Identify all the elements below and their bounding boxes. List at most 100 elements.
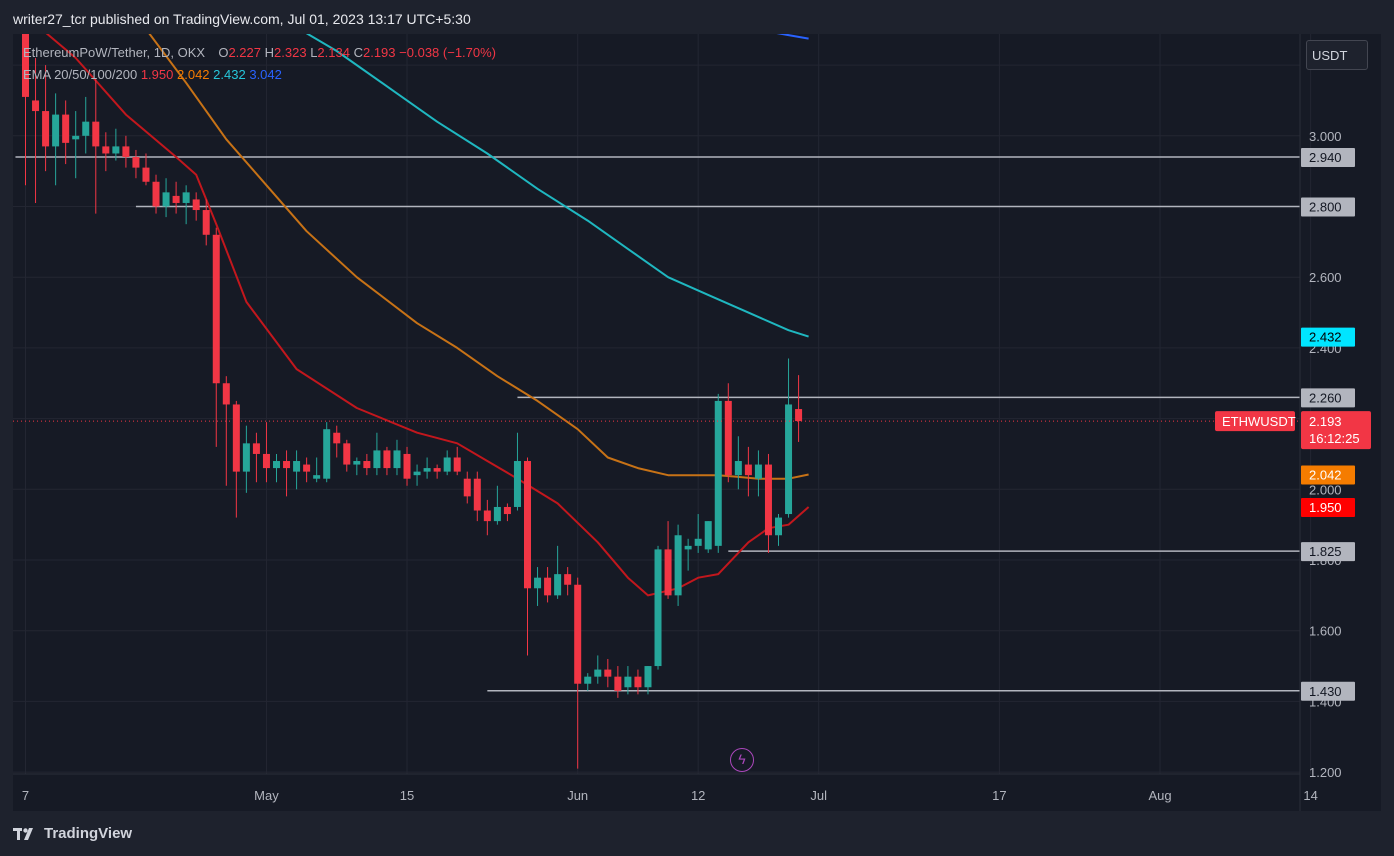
ema-badge-bg: [1301, 497, 1355, 517]
level-badge-bg: [1301, 148, 1355, 168]
candle-body: [192, 199, 200, 211]
time-tick-label: 7: [22, 788, 29, 803]
candle-body: [754, 464, 762, 479]
candle-body: [353, 461, 361, 465]
symbol-badge-bg: [1215, 411, 1295, 432]
symbol-label[interactable]: EthereumPoW/Tether, 1D, OKX: [23, 45, 206, 60]
level-badge-bg: [1301, 388, 1355, 408]
candle-body: [393, 450, 401, 469]
price-tick-label: 2.000: [1309, 482, 1342, 497]
candle-body: [694, 538, 702, 546]
price-tick-label: 3.000: [1309, 129, 1342, 144]
candle-body: [684, 545, 692, 550]
low-label: L: [310, 45, 318, 60]
candle-body: [493, 506, 501, 522]
ema-legend[interactable]: EMA 20/50/100/200 1.950 2.042 2.432 3.04…: [23, 67, 282, 82]
currency-selector[interactable]: USDT: [1306, 40, 1368, 70]
close-value: 2.193: [362, 45, 396, 60]
price-chart[interactable]: 1.2001.4001.6001.8002.0002.4002.6003.000…: [13, 34, 1381, 811]
ema-badge: 1.950: [1309, 500, 1342, 515]
level-badge: 2.940: [1309, 150, 1342, 165]
ema200-value: 3.042: [249, 67, 282, 82]
symbol-badge-label: ETHWUSDT: [1222, 414, 1296, 429]
candle-body: [92, 121, 100, 147]
last-price-badge-bg: [1301, 411, 1371, 450]
candle-body: [373, 450, 381, 469]
candle-body: [132, 157, 140, 168]
ema-badge: 2.042: [1309, 467, 1342, 482]
candle-body: [62, 114, 70, 143]
chart-area[interactable]: 1.2001.4001.6001.8002.0002.4002.6003.000…: [13, 34, 1381, 811]
level-badge: 2.260: [1309, 390, 1342, 405]
candle-body: [764, 464, 772, 536]
candle-body: [212, 234, 220, 384]
ema100-value: 2.432: [213, 67, 246, 82]
ema20-value: 1.950: [140, 67, 174, 82]
candle-body: [534, 577, 542, 589]
publish-text: writer27_tcr published on TradingView.co…: [13, 11, 471, 27]
time-tick-label: Aug: [1148, 788, 1171, 803]
candle-body: [333, 432, 341, 444]
candle-body: [624, 676, 632, 688]
candle-body: [172, 195, 180, 203]
candle-body: [52, 114, 60, 147]
ema200-line: [776, 34, 809, 40]
tradingview-brand-text: TradingView: [44, 825, 133, 842]
candle-body: [634, 676, 642, 688]
candle-body: [453, 457, 461, 472]
last-price-value: 2.193: [1309, 414, 1342, 429]
candle-body: [664, 549, 672, 596]
open-value: 2.227: [228, 45, 261, 60]
ema-badge: 2.432: [1309, 330, 1342, 345]
open-label: O: [218, 45, 229, 60]
tradingview-logo-icon: [13, 827, 33, 840]
candle-body: [162, 192, 170, 207]
lightning-icon[interactable]: ϟ: [730, 748, 754, 772]
grid-lines: [13, 34, 1312, 774]
time-axis-labels: 7 May 15 Jun 12 Jul 17 Aug 14: [22, 788, 1318, 803]
candle-body: [32, 100, 40, 112]
candle-body: [202, 210, 210, 235]
candle-body: [222, 383, 230, 405]
price-tick-label: 2.600: [1309, 270, 1342, 285]
ema50-value: 2.042: [177, 67, 210, 82]
candle-body: [273, 461, 280, 469]
candle-body: [795, 409, 803, 422]
ema-label: EMA 20/50/100/200: [23, 67, 138, 82]
candle-body: [644, 666, 652, 688]
candle-body: [614, 676, 622, 691]
candlesticks: [22, 34, 803, 769]
candle-body: [152, 181, 160, 207]
candle-body: [22, 34, 29, 97]
ema-badge-bg: [1301, 327, 1355, 347]
candle-body: [674, 535, 682, 596]
time-tick-label: Jul: [810, 788, 827, 803]
candle-body: [142, 167, 150, 182]
candle-body: [262, 453, 270, 469]
candle-body: [102, 146, 110, 154]
high-value: 2.323: [274, 45, 307, 60]
candle-body: [42, 111, 50, 147]
tradingview-logo[interactable]: TradingView: [13, 825, 132, 842]
change-value: −0.038 (−1.70%): [399, 45, 497, 60]
ema50-line: [148, 34, 809, 480]
candle-body: [323, 429, 331, 479]
candle-body: [654, 549, 662, 667]
price-badges: 2.940 2.800 2.260 1.825 1.430 2.432 2.042 1.950…: [1215, 148, 1371, 701]
candle-body: [594, 669, 602, 677]
candle-body: [182, 192, 190, 203]
candle-body: [82, 121, 90, 136]
candle-body: [724, 400, 732, 476]
candle-body: [383, 450, 391, 469]
candle-body: [574, 584, 582, 684]
ema-badge-bg: [1301, 465, 1355, 485]
publish-header: writer27_tcr published on TradingView.co…: [0, 0, 1394, 34]
candle-body: [242, 443, 250, 472]
candle-body: [513, 461, 521, 507]
ohlc-legend: EthereumPoW/Tether, 1D, OKX O2.227 H2.32…: [23, 45, 496, 60]
candle-body: [252, 443, 260, 454]
candle-body: [443, 457, 451, 472]
candle-body: [293, 461, 301, 472]
level-badge: 1.430: [1309, 684, 1342, 699]
countdown-timer: 16:12:25: [1309, 431, 1360, 446]
